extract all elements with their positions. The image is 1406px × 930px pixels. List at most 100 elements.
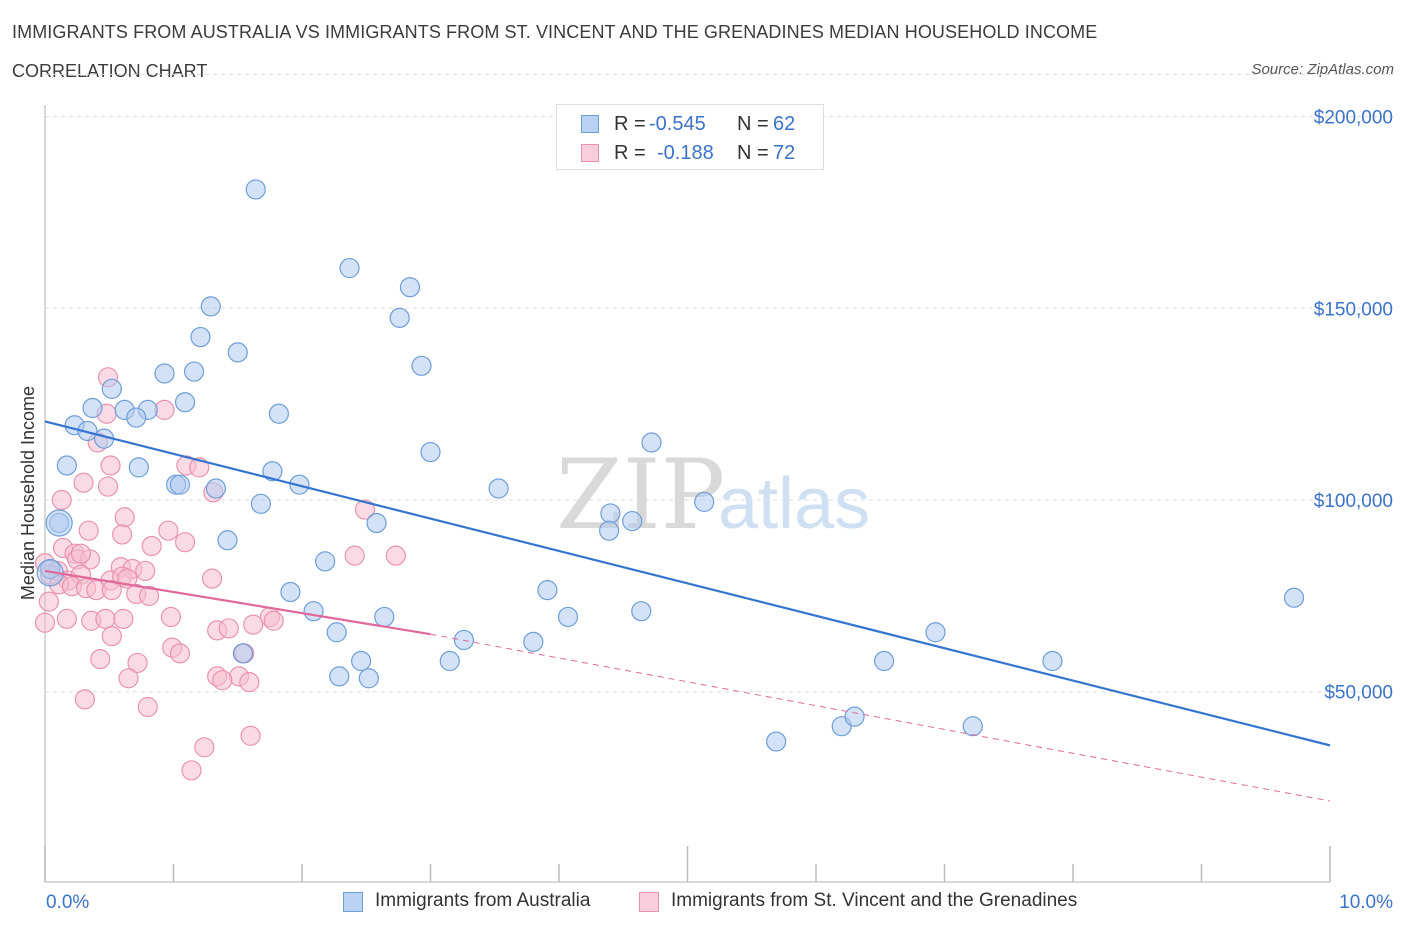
blue-data-point	[537, 579, 558, 601]
pink-data-point	[174, 532, 196, 553]
blue-data-point	[126, 407, 147, 428]
blue-data-point	[1283, 587, 1305, 608]
bottom-legend-swatch-pink	[639, 892, 659, 912]
blue-data-point	[174, 392, 196, 413]
x-tick-label: 0.0%	[46, 892, 89, 913]
pink-data-point	[181, 760, 202, 781]
pink-data-point	[194, 737, 215, 758]
pink-data-point	[56, 608, 77, 629]
blue-data-point	[641, 432, 662, 453]
y-tick-label: $150,000	[1314, 299, 1393, 320]
blue-data-point	[420, 441, 441, 463]
legend-r-value: -0.545	[649, 113, 706, 135]
blue-data-point	[190, 326, 211, 348]
pink-data-point	[263, 610, 284, 631]
blue-data-point	[315, 551, 336, 572]
pink-data-point	[189, 457, 210, 478]
blue-data-point	[232, 643, 253, 664]
blue-data-point	[411, 355, 432, 376]
blue-data-point	[205, 478, 227, 499]
blue-data-point	[488, 478, 509, 499]
tick-labels: $50,000 $100,000 $150,000 $200,000 0.0% 10.0%	[46, 108, 1393, 913]
blue-data-point	[82, 397, 103, 419]
trend-line-stvincent-extension	[430, 633, 1331, 802]
pink-data-point	[70, 543, 92, 564]
pink-data-point	[344, 545, 365, 566]
blue-data-point	[262, 461, 283, 482]
blue-data-point	[694, 491, 715, 513]
pink-data-point	[118, 668, 139, 689]
blue-data-point	[101, 378, 122, 399]
blue-data-point	[374, 606, 395, 628]
pink-data-point	[51, 489, 72, 511]
bottom-legend-swatch-blue	[343, 892, 363, 912]
pink-data-point	[240, 725, 261, 746]
pink-data-point	[95, 608, 116, 629]
legend-r-label: R =	[614, 113, 646, 135]
blue-data-point	[339, 257, 360, 279]
trend-line-stvincent	[44, 569, 431, 636]
source-label: Source: ZipAtlas.com	[1251, 61, 1394, 78]
pink-data-point	[160, 606, 182, 628]
pink-data-point	[101, 579, 122, 601]
legend-swatch-pink	[581, 144, 599, 162]
pink-data-point	[97, 476, 119, 497]
trend-lines	[44, 420, 1331, 802]
pink-data-point	[158, 520, 179, 541]
bottom-legend-label-australia: Immigrants from Australia	[375, 890, 591, 911]
blue-data-point	[250, 493, 271, 514]
y-axis-label: Median Household Income	[18, 386, 38, 600]
pink-data-point	[243, 614, 264, 635]
legend-r-value: -0.188	[657, 142, 714, 164]
pink-data-point	[113, 608, 134, 629]
pink-data-point	[354, 499, 376, 520]
legend-swatch-blue	[581, 115, 599, 133]
blue-data-point	[1042, 650, 1063, 672]
pink-data-point	[38, 591, 59, 612]
blue-data-point	[358, 668, 379, 689]
blue-data-point	[874, 650, 895, 672]
blue-data-point	[280, 581, 301, 603]
blue-data-point	[766, 731, 787, 752]
pink-data-point	[135, 560, 156, 582]
blue-cluster-point	[45, 509, 73, 537]
pink-data-point	[169, 643, 191, 664]
pink-data-point	[100, 455, 121, 476]
blue-data-point	[245, 179, 266, 200]
legend-n-label: N =	[737, 142, 769, 164]
blue-data-point	[962, 716, 983, 737]
legend-r-label: R =	[614, 142, 646, 164]
blue-data-point	[389, 307, 410, 328]
chart-subtitle: CORRELATION CHART	[12, 61, 208, 81]
blue-data-point	[303, 601, 324, 622]
x-tick-label: 10.0%	[1339, 892, 1393, 913]
legend-n-label: N =	[737, 113, 769, 135]
pink-data-point	[201, 568, 223, 589]
pink-data-point	[111, 524, 133, 545]
pink-data-point	[218, 618, 239, 639]
watermark-atlas: atlas	[718, 464, 870, 544]
y-tick-label: $100,000	[1314, 491, 1393, 512]
pink-data-point	[137, 696, 158, 718]
pink-data-point	[74, 689, 95, 710]
blue-data-point	[351, 650, 372, 672]
blue-data-point	[200, 296, 221, 317]
pink-data-point	[385, 545, 406, 566]
series-blue-points	[36, 179, 1305, 752]
blue-data-point	[268, 403, 289, 424]
axes	[44, 105, 1331, 883]
blue-data-point	[329, 666, 350, 687]
legend-n-value: 62	[773, 113, 796, 135]
blue-data-point	[599, 520, 620, 541]
correlation-legend: R = -0.545 N = 62 R = -0.188 N = 72	[556, 104, 824, 170]
blue-data-point	[128, 457, 149, 478]
pink-data-point	[127, 652, 148, 674]
blue-data-point	[227, 342, 248, 363]
blue-data-point	[56, 455, 77, 476]
blue-data-point	[631, 601, 652, 622]
y-tick-label: $50,000	[1324, 683, 1393, 704]
blue-data-point	[844, 706, 865, 727]
legend-n-value: 72	[773, 142, 796, 164]
pink-data-point	[34, 612, 56, 633]
